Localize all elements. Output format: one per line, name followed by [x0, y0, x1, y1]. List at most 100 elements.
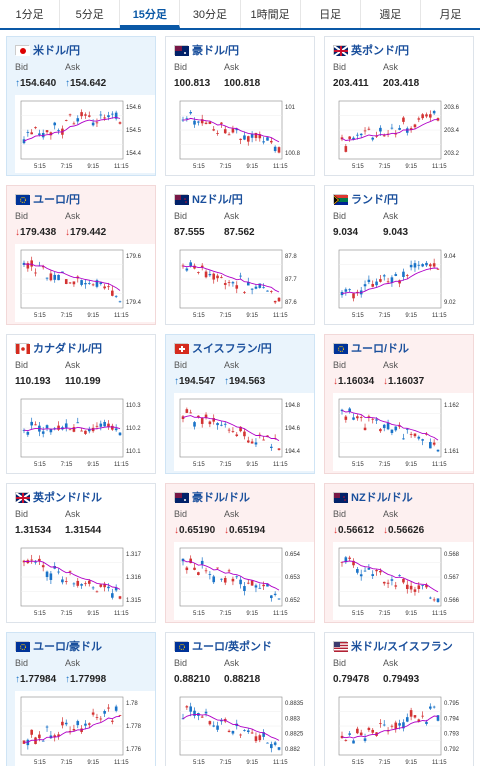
- candle-body: [216, 133, 219, 134]
- price-chart[interactable]: 194.8 194.6 194.4 5:15 7:15 9:15 11:15: [174, 393, 314, 471]
- candle-body: [273, 742, 277, 745]
- candle-body: [363, 738, 367, 741]
- candle-body: [189, 262, 192, 267]
- tab-5[interactable]: 日足: [301, 0, 361, 28]
- candle-body: [405, 584, 409, 590]
- pair-title-link[interactable]: スイスフラン/円: [174, 341, 272, 355]
- price-chart[interactable]: 154.6 154.5 154.4 5:15 7:15 9:15 11:15: [15, 95, 155, 173]
- pair-title-link[interactable]: NZドル/ドル: [333, 490, 413, 504]
- tab-0[interactable]: 1分足: [0, 0, 61, 28]
- candle-body: [26, 431, 30, 435]
- currency-card[interactable]: ユーロ/英ポンド Bid Ask 0.88210 0.88218 0.8835 0.883 0…: [165, 632, 315, 766]
- price-chart[interactable]: 0.795 0.794 0.793 0.792 5:15 7:15 9:15 11:15: [333, 691, 473, 766]
- candle-body: [413, 433, 417, 437]
- pair-name: ユーロ/豪ドル: [33, 641, 103, 653]
- candle-body: [250, 288, 254, 290]
- y-tick-label: 0.652: [285, 598, 301, 604]
- ask-label: Ask: [65, 211, 81, 221]
- pair-title-link[interactable]: カナダドル/円: [15, 341, 102, 355]
- price-chart[interactable]: 1.162 1.161 5:15 7:15 9:15 11:15: [333, 393, 473, 471]
- price-chart[interactable]: 1.317 1.316 1.315 5:15 7:15 9:15 11:15: [15, 542, 155, 620]
- currency-card[interactable]: 豪ドル/円 Bid Ask 100.813 100.818 101 100.8 5:15 7:1…: [165, 36, 315, 176]
- y-tick-label: 0.794: [444, 716, 460, 722]
- currency-card[interactable]: ユーロ/円 Bid Ask ↓179.438 ↓179.442 179.6 179.4 5:1…: [6, 185, 156, 325]
- price-chart[interactable]: 203.6 203.4 203.2 5:15 7:15 9:15 11:15: [333, 95, 473, 173]
- pair-title-link[interactable]: ユーロ/豪ドル: [15, 639, 102, 653]
- currency-card[interactable]: スイスフラン/円 Bid Ask ↑194.547 ↑194.563 194.8 194.6…: [165, 334, 315, 474]
- candle-body: [45, 130, 49, 133]
- y-tick-label: 87.7: [285, 277, 297, 283]
- candle-body: [417, 719, 421, 722]
- candle-body: [80, 430, 83, 432]
- candle-body: [61, 721, 64, 726]
- ask-price: 194.563: [229, 376, 266, 387]
- y-tick-label: 194.4: [285, 449, 301, 455]
- candle-body: [425, 262, 428, 266]
- currency-card[interactable]: NZドル/円 Bid Ask 87.555 87.562 87.8 87.7 87.6 5:15…: [165, 185, 315, 325]
- candle-body: [38, 133, 41, 135]
- pair-title-link[interactable]: 豪ドル/円: [174, 43, 239, 57]
- tab-7[interactable]: 月足: [439, 9, 462, 21]
- currency-card[interactable]: 英ポンド/円 Bid Ask 203.411 203.418 203.6 203.4 203.…: [324, 36, 474, 176]
- candle-body: [38, 734, 41, 739]
- currency-card[interactable]: カナダドル/円 Bid Ask 110.193 110.199 110.3 110.2 110…: [6, 334, 156, 474]
- x-tick-label: 11:15: [273, 611, 288, 617]
- candle-body: [254, 736, 258, 742]
- x-tick-label: 5:15: [193, 164, 205, 170]
- candle-body: [413, 715, 417, 718]
- candle-body: [220, 277, 223, 279]
- x-tick-label: 9:15: [246, 760, 258, 766]
- moving-average-line: [341, 409, 439, 441]
- candle-body: [405, 128, 409, 133]
- currency-card[interactable]: ユーロ/豪ドル Bid Ask ↑1.77984 ↑1.77998 1.78 1.778 1.…: [6, 632, 156, 766]
- currency-card[interactable]: NZドル/ドル Bid Ask ↓0.56612 ↓0.56626 0.568 0.567 0…: [324, 483, 474, 623]
- currency-card[interactable]: 豪ドル/ドル Bid Ask ↓0.65190 ↓0.65194 0.654 0.653 0.…: [165, 483, 315, 623]
- candle-body: [111, 290, 114, 296]
- currency-card[interactable]: 英ポンド/ドル Bid Ask 1.31534 1.31544 1.317 1.316 1.3…: [6, 483, 156, 623]
- timeframe-tabs: 1分足 5分足 15分足 30分足 1時間足 日足 週足 月足: [0, 0, 480, 30]
- tab-6[interactable]: 週足: [361, 0, 421, 28]
- candle-body: [223, 423, 227, 425]
- tab-3[interactable]: 30分足: [180, 0, 241, 28]
- candle-body: [114, 295, 118, 297]
- price-chart[interactable]: 9.04 9.02 5:15 7:15 9:15 11:15: [333, 244, 473, 322]
- y-tick-label: 1.78: [126, 701, 138, 707]
- pair-title-link[interactable]: NZドル/円: [174, 192, 243, 206]
- pair-title-link[interactable]: ランド/円: [333, 192, 398, 206]
- price-chart[interactable]: 0.568 0.567 0.566 5:15 7:15 9:15 11:15: [333, 542, 473, 620]
- price-chart[interactable]: 101 100.8 5:15 7:15 9:15 11:15: [174, 95, 314, 173]
- price-chart[interactable]: 1.78 1.778 1.776 5:15 7:15 9:15 11:15: [15, 691, 155, 766]
- pair-title-link[interactable]: 米ドル/スイスフラン: [333, 639, 453, 653]
- bid-label: Bid: [333, 211, 347, 221]
- pair-title-link[interactable]: 英ポンド/ドル: [15, 490, 102, 504]
- pair-title-link[interactable]: ユーロ/円: [15, 192, 80, 206]
- y-tick-label: 0.654: [285, 552, 301, 558]
- currency-card[interactable]: ランド/円 Bid Ask 9.034 9.043 9.04 9.02 5:15 7:15 9:1…: [324, 185, 474, 325]
- pair-title-link[interactable]: 豪ドル/ドル: [174, 490, 250, 504]
- tab-4[interactable]: 1時間足: [241, 0, 301, 28]
- currency-card[interactable]: 米ドル/円 Bid Ask ↑154.640 ↑154.642 154.6 154.5 154…: [6, 36, 156, 176]
- currency-card[interactable]: 米ドル/スイスフラン Bid Ask 0.79478 0.79493 0.795 0.794…: [324, 632, 474, 766]
- y-tick-label: 0.568: [444, 552, 460, 558]
- bid-value: ↓0.65190: [174, 525, 216, 536]
- pair-title-link[interactable]: 米ドル/円: [15, 43, 80, 57]
- candle-body: [367, 128, 371, 130]
- price-chart[interactable]: 179.6 179.4 5:15 7:15 9:15 11:15: [15, 244, 155, 322]
- y-tick-label: 194.8: [285, 403, 301, 409]
- price-chart[interactable]: 0.8835 0.883 0.8825 0.882 5:15 7:15 9:15 11:15: [174, 691, 314, 766]
- y-tick-label: 1.162: [444, 403, 460, 409]
- candle-body: [363, 130, 367, 132]
- price-chart[interactable]: 87.8 87.7 87.6 5:15 7:15 9:15 11:15: [174, 244, 314, 322]
- pair-title-link[interactable]: ユーロ/ドル: [333, 341, 409, 355]
- currency-card[interactable]: ユーロ/ドル Bid Ask ↓1.16034 ↓1.16037 1.162 1.161 5:…: [324, 334, 474, 474]
- x-tick-label: 9:15: [246, 611, 258, 617]
- tab-2[interactable]: 15分足: [120, 0, 181, 28]
- pair-title-link[interactable]: ユーロ/英ポンド: [174, 639, 272, 653]
- pair-title-link[interactable]: 英ポンド/円: [333, 43, 409, 57]
- tab-1[interactable]: 5分足: [60, 0, 121, 28]
- price-chart[interactable]: 110.3 110.2 110.1 5:15 7:15 9:15 11:15: [15, 393, 155, 471]
- x-tick-label: 5:15: [352, 760, 364, 766]
- candle-body: [270, 446, 273, 448]
- price-chart[interactable]: 0.654 0.653 0.652 5:15 7:15 9:15 11:15: [174, 542, 314, 620]
- candle-body: [246, 282, 250, 286]
